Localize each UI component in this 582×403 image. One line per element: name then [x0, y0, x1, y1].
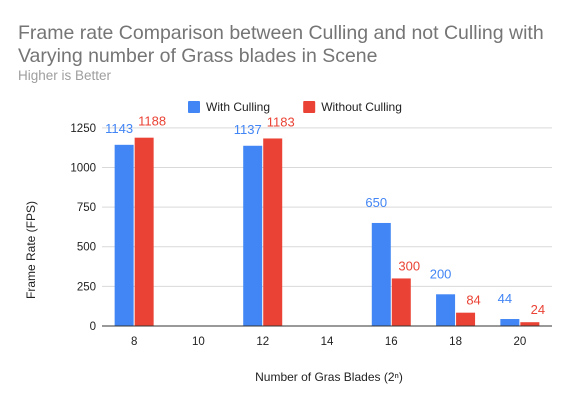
legend-label: With Culling: [206, 100, 270, 114]
y-tick-label: 500: [77, 242, 96, 254]
data-label: 1137: [234, 122, 262, 137]
chart-subtitle: Higher is Better: [18, 68, 112, 83]
data-label: 1143: [105, 121, 133, 136]
y-tick-label: 250: [77, 281, 96, 293]
x-tick-label: 20: [513, 336, 526, 348]
x-tick-label: 12: [256, 336, 269, 348]
x-tick-label: 18: [449, 336, 462, 348]
y-tick-label: 750: [77, 202, 96, 214]
bar-with-culling: [500, 319, 520, 326]
x-tick-label: 14: [321, 336, 334, 348]
x-tick-label: 16: [385, 336, 398, 348]
legend-label: Without Culling: [321, 100, 402, 114]
data-label: 1188: [138, 114, 166, 129]
y-axis-ticks: 0 250 500 750 1000 1250: [70, 123, 96, 333]
chart-title-line-2: Varying number of Grass blades in Scene: [18, 45, 378, 67]
bar-without-culling: [263, 138, 283, 326]
y-tick-label: 1000: [70, 162, 96, 174]
legend-swatch: [188, 101, 200, 113]
y-axis-title: Frame Rate (FPS): [24, 201, 38, 299]
data-label: 84: [466, 293, 480, 308]
bar-with-culling: [436, 294, 456, 326]
bar-without-culling: [391, 278, 411, 326]
bar-with-culling: [243, 145, 263, 326]
y-tick-label: 0: [90, 321, 96, 333]
data-label: 200: [430, 266, 452, 281]
bar-without-culling: [456, 312, 476, 326]
data-label: 24: [531, 302, 545, 317]
bars: [114, 137, 540, 326]
data-label: 44: [498, 291, 512, 306]
bar-without-culling: [134, 137, 154, 326]
legend-swatch: [303, 101, 316, 113]
data-label: 650: [365, 195, 387, 210]
data-label: 300: [398, 258, 420, 273]
gridlines: [102, 127, 552, 287]
y-tick-label: 1250: [70, 123, 96, 135]
chart-title-line-1: Frame rate Comparison between Culling an…: [18, 22, 544, 44]
bar-without-culling: [520, 322, 540, 326]
x-axis-ticks: 8 10 12 14 16 18 20: [131, 336, 526, 348]
legend: With Culling Without Culling: [188, 100, 402, 114]
data-label: 1183: [267, 114, 295, 129]
data-labels: 1143 1188 1137 1183 650 300 200 84 44 24: [105, 114, 545, 318]
x-axis-title: Number of Gras Blades (2ⁿ): [255, 370, 403, 384]
x-tick-label: 10: [192, 336, 205, 348]
bar-with-culling: [371, 222, 391, 326]
bar-with-culling: [114, 144, 134, 326]
x-tick-label: 8: [131, 336, 137, 348]
